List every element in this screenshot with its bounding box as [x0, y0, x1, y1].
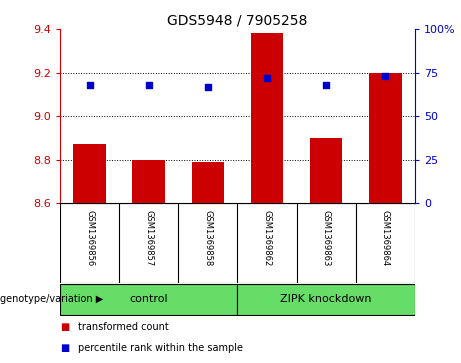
Text: ■: ■ [60, 322, 69, 332]
Bar [192, 162, 224, 203]
Point [382, 73, 389, 79]
Point [86, 82, 93, 88]
Text: GSM1369864: GSM1369864 [381, 210, 390, 266]
Title: GDS5948 / 7905258: GDS5948 / 7905258 [167, 14, 307, 28]
Bar [60, 284, 237, 315]
Text: GSM1369863: GSM1369863 [322, 210, 331, 266]
Text: GSM1369858: GSM1369858 [203, 210, 213, 266]
Bar [237, 284, 415, 315]
Text: percentile rank within the sample: percentile rank within the sample [78, 343, 243, 354]
Text: ■: ■ [60, 343, 69, 354]
Point [322, 82, 330, 88]
Text: ZIPK knockdown: ZIPK knockdown [280, 294, 372, 305]
Point [263, 75, 271, 81]
Text: GSM1369857: GSM1369857 [144, 210, 153, 266]
Text: GSM1369856: GSM1369856 [85, 210, 94, 266]
Text: control: control [130, 294, 168, 305]
Bar [369, 73, 402, 203]
Text: genotype/variation ▶: genotype/variation ▶ [0, 294, 104, 305]
Text: transformed count: transformed count [78, 322, 169, 332]
Bar [73, 144, 106, 203]
Bar [132, 160, 165, 203]
Bar [310, 138, 343, 203]
Point [204, 83, 212, 89]
Text: GSM1369862: GSM1369862 [262, 210, 272, 266]
Bar [251, 33, 283, 203]
Point [145, 82, 152, 88]
